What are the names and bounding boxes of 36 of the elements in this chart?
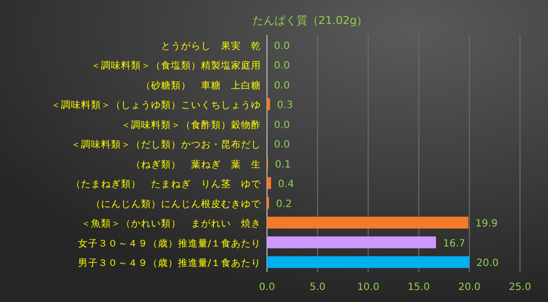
data-label: 0.0: [274, 60, 290, 72]
bar: [267, 177, 272, 190]
y-tick-label: とうがらし 果実 乾: [161, 40, 261, 52]
y-tick-label: ＜調味料類＞（だし類）かつお・昆布だし: [71, 138, 261, 151]
y-tick-label: ＜調味料類＞（しょうゆ類）こいくちしょうゆ: [51, 99, 261, 112]
data-label: 0.4: [278, 179, 294, 190]
x-tick-label: 10.0: [357, 282, 380, 293]
y-tick-label: （ねぎ類） 葉ねぎ 葉 生: [131, 158, 261, 170]
data-label: 16.7: [443, 238, 466, 250]
data-label: 20.0: [476, 258, 499, 270]
bar: [267, 256, 470, 268]
y-tick-label: ＜調味料類＞（食塩類）精製塩家庭用: [91, 60, 261, 72]
x-tick-label: 5.0: [310, 282, 326, 293]
y-tick-label: （にんじん類）にんじん根皮むきゆで: [91, 198, 262, 210]
x-tick-label: 25.0: [508, 282, 532, 293]
data-label: 0.0: [274, 120, 290, 131]
bar: [267, 216, 468, 229]
data-label: 19.9: [475, 218, 498, 230]
data-label: 0.0: [274, 80, 290, 92]
chart-title: たんぱく質（21.02g）: [252, 14, 368, 27]
y-tick-label: （砂糖類） 車糖 上白糖: [141, 79, 261, 92]
y-tick-label: ＜魚類＞（かれい類） まがれい 焼き: [81, 218, 261, 230]
x-tick-label: 20.0: [458, 282, 481, 293]
x-tick-label: 15.0: [408, 282, 430, 293]
y-tick-label: 女子３０～４９（歳）推進量/１食あたり: [78, 237, 261, 250]
x-tick-label: 0.0: [259, 282, 275, 293]
y-tick-label: （たまねぎ類） たまねぎ りん茎 ゆで: [71, 178, 262, 190]
data-label: 0.1: [275, 159, 291, 170]
data-label: 0.0: [274, 140, 290, 151]
y-tick-label: ＜調味料類＞（食酢類）穀物酢: [121, 118, 261, 131]
data-label: 0.0: [274, 40, 290, 52]
bar: [267, 236, 436, 248]
y-tick-label: 男子３０～４９（歳）推進量/１食あたり: [78, 257, 261, 270]
data-label: 0.3: [277, 100, 293, 112]
data-label: 0.2: [276, 198, 292, 210]
bar: [267, 98, 270, 110]
